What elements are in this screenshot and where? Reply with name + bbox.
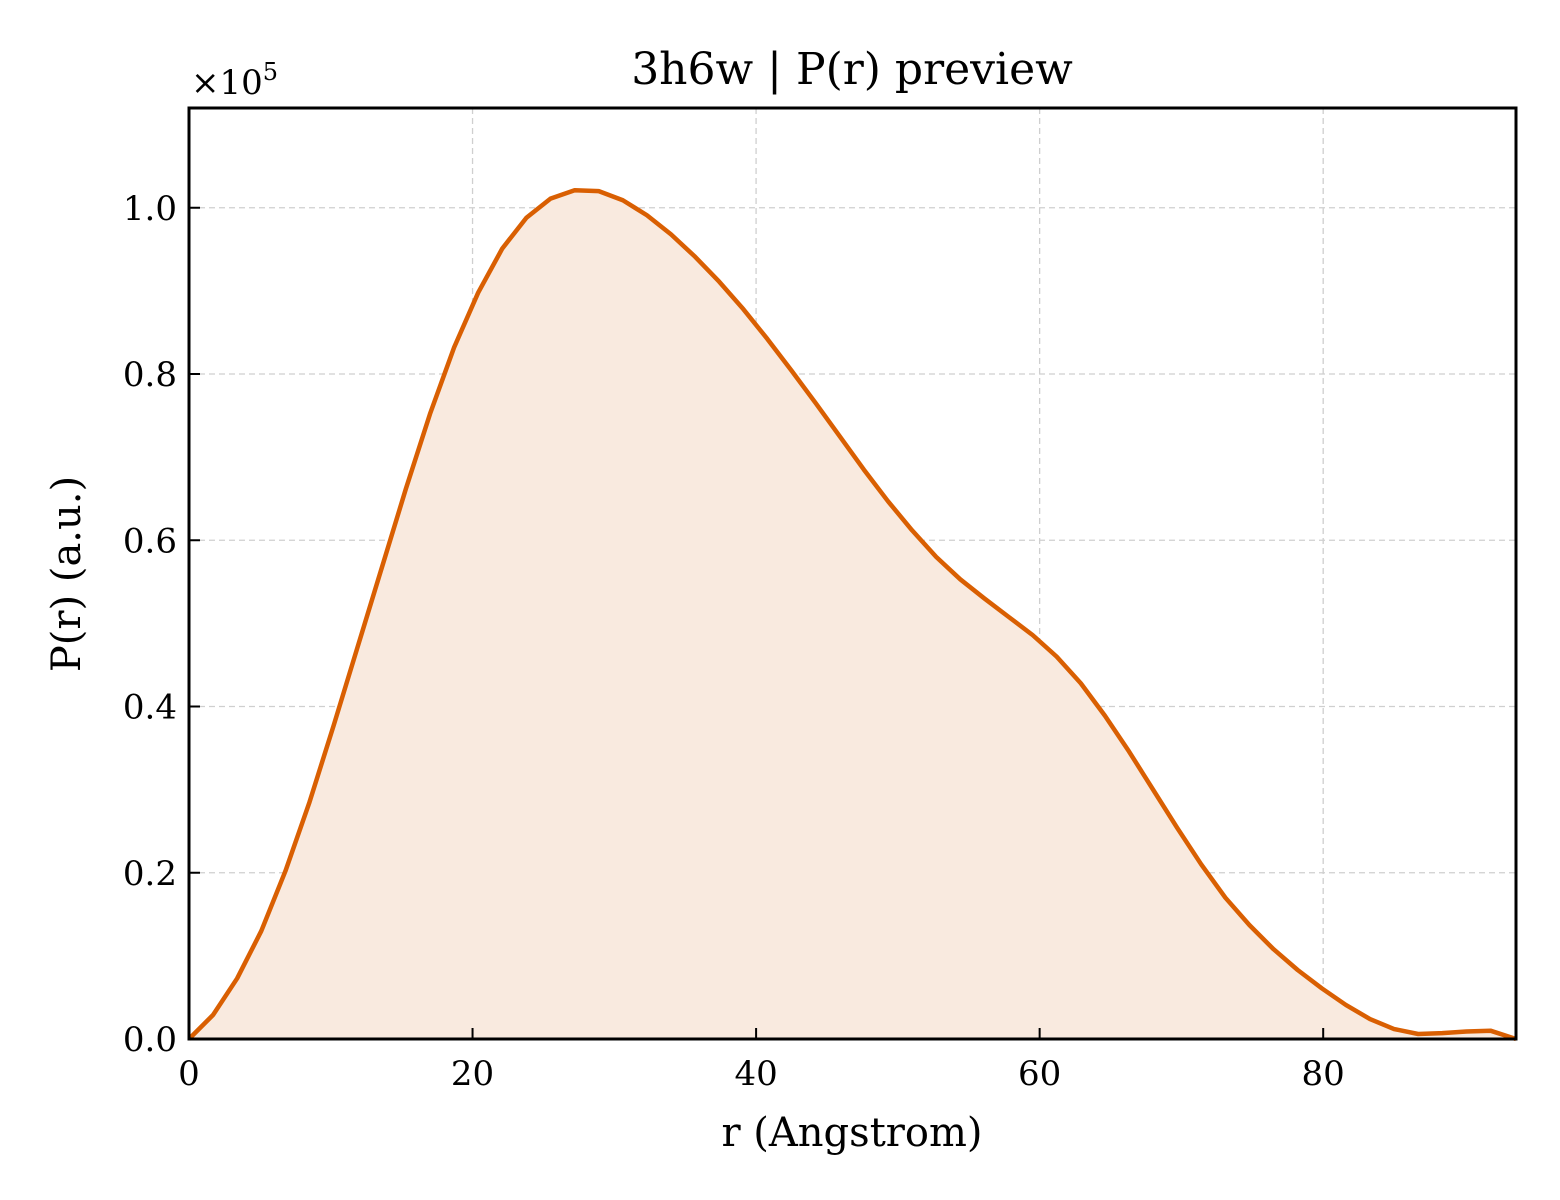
y-tick-label: 0.8 <box>123 355 177 395</box>
x-tick-label: 60 <box>1018 1054 1061 1094</box>
y-tick-label: 1.0 <box>123 189 177 229</box>
y-tick-label: 0.6 <box>123 521 177 561</box>
y-tick-label: 0.4 <box>123 688 177 728</box>
x-tick-label: 40 <box>734 1054 777 1094</box>
series-line <box>187 188 1517 1042</box>
ticks: 0 20 40 60 80 0.0 0.2 0.4 0.6 0.8 1.0 <box>123 189 1345 1094</box>
plot-frame <box>187 106 1518 1041</box>
x-axis-label: r (Angstrom) <box>721 1110 982 1156</box>
y-axis-label: P(r) (a.u.) <box>44 476 90 672</box>
area-fill <box>189 190 1516 1040</box>
x-tick-label: 20 <box>451 1054 494 1094</box>
chart-title: 3h6w | P(r) preview <box>631 44 1073 95</box>
y-scale-exponent: 5 <box>263 58 278 86</box>
x-tick-label: 0 <box>178 1054 200 1094</box>
y-scale-base: ×10 <box>191 63 263 103</box>
y-tick-label: 0.0 <box>123 1020 177 1060</box>
y-tick-label: 0.2 <box>123 854 177 894</box>
x-tick-label: 80 <box>1302 1054 1345 1094</box>
y-scale-multiplier: ×105 <box>191 58 278 103</box>
